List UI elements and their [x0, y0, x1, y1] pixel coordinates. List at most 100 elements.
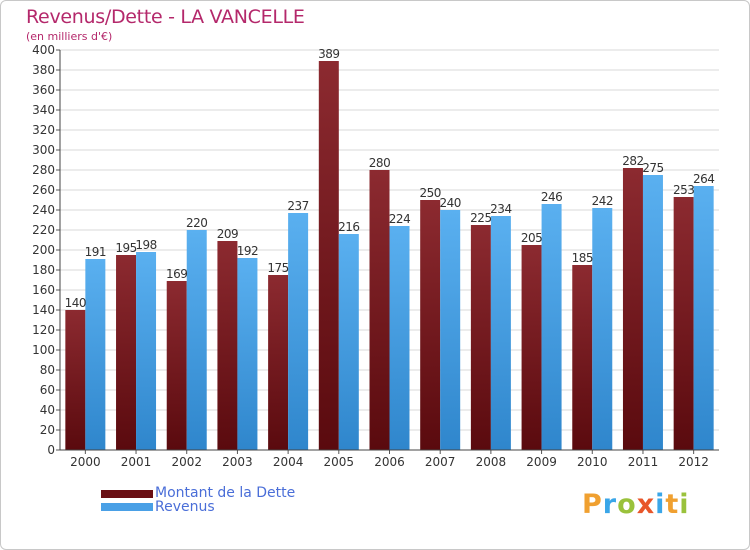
bar-revenus — [389, 226, 410, 450]
bar-revenus — [288, 213, 309, 450]
data-label-debt: 209 — [217, 227, 238, 241]
x-tick-label: 2001 — [121, 455, 152, 469]
y-tick-label: 360 — [32, 83, 55, 97]
bar-debt — [65, 310, 86, 450]
bar-revenus — [541, 204, 562, 450]
x-tick-label: 2009 — [526, 455, 557, 469]
x-tick-label: 2002 — [171, 455, 202, 469]
x-tick-label: 2011 — [628, 455, 659, 469]
y-tick-label: 280 — [32, 163, 55, 177]
x-tick-label: 2003 — [222, 455, 253, 469]
bar-debt — [673, 197, 694, 450]
bar-debt — [572, 265, 593, 450]
bar-revenus — [490, 216, 511, 450]
data-label-debt: 185 — [572, 251, 593, 265]
logo-letter: i — [655, 489, 666, 520]
y-tick-label: 40 — [40, 403, 55, 417]
y-axis-ticks: 0 20 40 60 80 100 120 140 160 180 200 220 240 260 280 3… — [32, 43, 60, 457]
data-label-revenus: 275 — [642, 161, 663, 175]
proxiti-logo: Proxiti — [582, 489, 690, 520]
data-label-debt: 140 — [65, 296, 86, 310]
x-tick-label: 2006 — [374, 455, 405, 469]
y-tick-label: 300 — [32, 143, 55, 157]
logo-letter: o — [617, 489, 637, 520]
x-tick-label: 2004 — [273, 455, 304, 469]
bar-revenus — [693, 186, 714, 450]
bar-revenus — [186, 230, 207, 450]
data-label-revenus: 191 — [85, 245, 106, 259]
logo-letter: x — [636, 489, 656, 520]
bar-debt — [521, 245, 542, 450]
bar-debt — [217, 241, 238, 450]
bar-debt — [116, 255, 137, 450]
y-tick-label: 220 — [32, 223, 55, 237]
bar-debt — [420, 200, 441, 450]
x-tick-label: 2000 — [70, 455, 101, 469]
chart-subtitle: (en milliers d'€) — [26, 30, 113, 43]
y-tick-label: 380 — [32, 63, 55, 77]
data-label-debt: 205 — [521, 231, 542, 245]
data-label-debt: 225 — [470, 211, 491, 225]
bar-debt — [268, 275, 289, 450]
bar-debt — [318, 61, 339, 450]
data-label-revenus: 242 — [592, 194, 613, 208]
logo-letter: r — [602, 489, 618, 520]
data-label-revenus: 264 — [693, 172, 714, 186]
x-tick-label: 2005 — [324, 455, 355, 469]
bar-debt — [166, 281, 187, 450]
y-tick-label: 100 — [32, 343, 55, 357]
y-tick-label: 320 — [32, 123, 55, 137]
bar-revenus — [592, 208, 613, 450]
y-tick-label: 260 — [32, 183, 55, 197]
y-tick-label: 20 — [40, 423, 55, 437]
data-label-revenus: 192 — [237, 244, 258, 258]
x-tick-label: 2008 — [476, 455, 507, 469]
data-label-debt: 169 — [166, 267, 187, 281]
data-label-revenus: 224 — [389, 212, 410, 226]
y-tick-label: 200 — [32, 243, 55, 257]
y-tick-label: 60 — [40, 383, 55, 397]
x-axis-ticks: 2000 2001 2002 2003 2004 2005 2006 2007 2008 2009… — [70, 450, 709, 469]
data-label-revenus: 216 — [338, 220, 359, 234]
data-label-debt: 175 — [267, 261, 288, 275]
bars — [65, 61, 714, 450]
legend-label-debt: Montant de la Dette — [155, 485, 296, 501]
y-tick-label: 0 — [47, 443, 55, 457]
y-tick-label: 400 — [32, 43, 55, 57]
data-label-debt: 282 — [622, 154, 643, 168]
data-label-revenus: 220 — [186, 216, 207, 230]
bar-debt — [369, 170, 390, 450]
y-tick-label: 240 — [32, 203, 55, 217]
y-tick-label: 140 — [32, 303, 55, 317]
bar-revenus — [85, 259, 106, 450]
data-label-debt: 195 — [115, 241, 136, 255]
data-label-debt: 389 — [318, 47, 339, 61]
x-tick-label: 2012 — [678, 455, 709, 469]
data-label-revenus: 237 — [287, 199, 308, 213]
x-tick-label: 2007 — [425, 455, 456, 469]
bar-revenus — [440, 210, 461, 450]
data-label-debt: 280 — [369, 156, 390, 170]
data-label-revenus: 240 — [439, 196, 460, 210]
data-label-revenus: 198 — [135, 238, 156, 252]
y-tick-label: 120 — [32, 323, 55, 337]
bar-revenus — [338, 234, 359, 450]
legend-label-revenus: Revenus — [155, 499, 215, 515]
bar-revenus — [237, 258, 258, 450]
y-tick-label: 80 — [40, 363, 55, 377]
data-label-debt: 250 — [419, 186, 440, 200]
legend-swatch-debt — [101, 490, 153, 498]
legend-swatch-revenus — [101, 503, 153, 511]
data-label-debt: 253 — [673, 183, 694, 197]
x-tick-label: 2010 — [577, 455, 608, 469]
logo-letter: i — [679, 489, 690, 520]
data-label-revenus: 246 — [541, 190, 562, 204]
logo-letter: P — [582, 489, 603, 520]
bar-revenus — [642, 175, 663, 450]
bar-debt — [622, 168, 643, 450]
bar-revenus — [136, 252, 157, 450]
chart-title: Revenus/Dette - LA VANCELLE — [26, 6, 305, 28]
data-label-revenus: 234 — [490, 202, 511, 216]
